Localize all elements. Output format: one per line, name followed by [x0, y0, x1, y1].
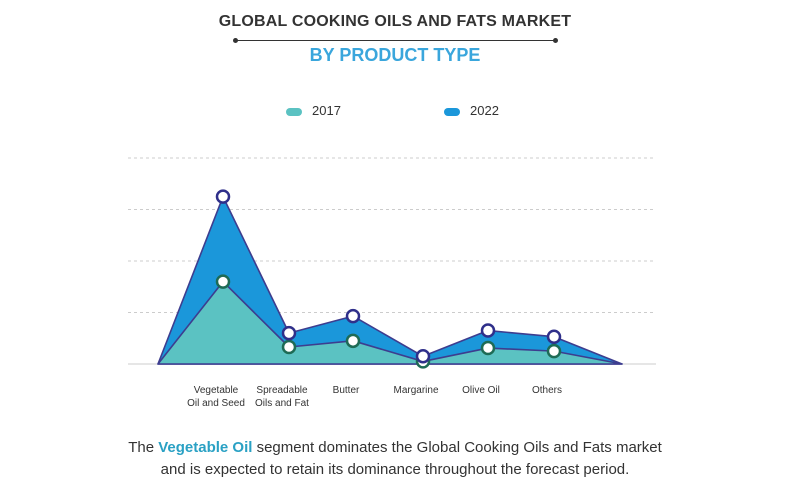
legend-label-2017: 2017 — [312, 103, 341, 118]
data-point-2017 — [546, 343, 562, 359]
x-tick-label: Others — [532, 385, 562, 396]
summary-line1-rest: segment dominates the Global Cooking Oil… — [252, 439, 662, 456]
x-tick-label: Margarine — [393, 385, 438, 396]
title-divider — [235, 40, 555, 41]
category-labels: Vegetable Oil and Seed Spreadable Oils and … — [187, 385, 562, 409]
data-point-2022 — [345, 308, 361, 324]
x-tick-label: Vegetable Oil and Seed — [187, 385, 245, 409]
legend-swatch-2017 — [286, 107, 302, 116]
data-point-2017 — [480, 340, 496, 356]
legend-swatch-2022 — [444, 107, 460, 116]
chart-title: GLOBAL COOKING OILS AND FATS MARKET — [218, 13, 572, 30]
summary-line2: and is expected to retain its dominance … — [160, 461, 630, 478]
x-tick-label: Olive Oil — [462, 385, 500, 396]
summary-text: The Vegetable Oil segment dominates the … — [0, 437, 790, 481]
x-tick-label: Spreadable Oils and Fat — [255, 385, 309, 409]
summary-prefix: The — [128, 439, 159, 456]
legend-item-2022: 2022 — [444, 103, 499, 118]
chart-subtitle: BY PRODUCT TYPE — [309, 45, 481, 65]
data-markers — [215, 189, 562, 369]
data-point-2022 — [415, 349, 431, 364]
data-point-2017 — [345, 333, 361, 349]
summary-highlight: Vegetable Oil — [158, 439, 253, 456]
data-point-2022 — [546, 329, 562, 344]
legend-item-2017: 2017 — [286, 103, 341, 118]
divider-dot-left — [233, 38, 238, 43]
x-tick-label: Butter — [333, 385, 360, 396]
data-point-2022 — [215, 189, 231, 204]
area-chart: Vegetable Oil and Seed Spreadable Oils and … — [128, 157, 656, 409]
data-point-2022 — [281, 325, 297, 341]
legend-label-2022: 2022 — [470, 103, 499, 118]
data-point-2017 — [215, 274, 231, 289]
divider-dot-right — [553, 38, 558, 43]
data-point-2017 — [281, 339, 297, 355]
data-point-2022 — [480, 323, 496, 338]
